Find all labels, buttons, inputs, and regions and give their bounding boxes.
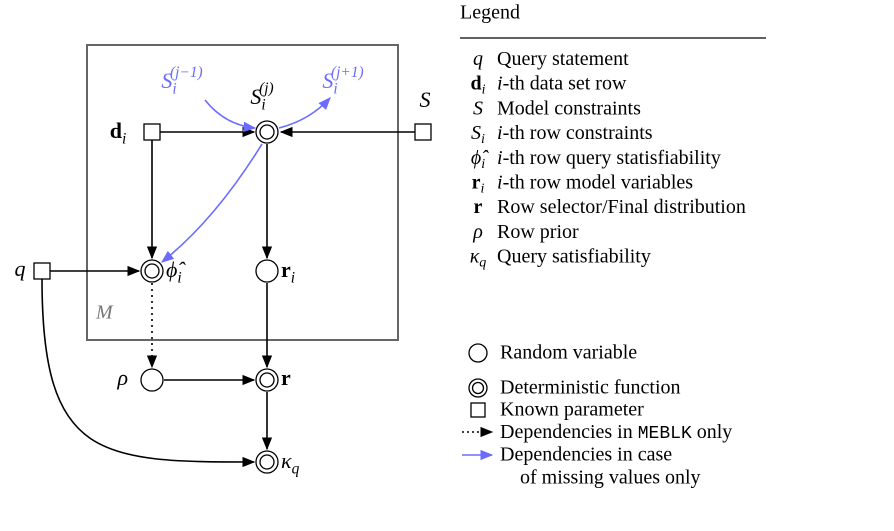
legend-desc: Model constraints xyxy=(497,97,641,119)
math-label: q xyxy=(15,256,26,281)
legend-shape-text: Dependencies in MEBLK only xyxy=(500,421,732,444)
legend-desc: Query satisfiability xyxy=(497,245,651,267)
legend-desc: -th row model variables xyxy=(503,171,694,193)
math-base: S xyxy=(161,68,172,93)
math-label: Si(j+1) xyxy=(322,64,363,98)
math-label: S xyxy=(473,97,483,119)
math-sub: i xyxy=(482,83,486,98)
legend-text: i-th row model variables xyxy=(497,171,693,193)
math-sub: i xyxy=(481,157,485,172)
legend-desc: -th row query statisfiability xyxy=(503,146,721,168)
legend-em: i xyxy=(497,122,503,144)
math-label: ρ xyxy=(472,220,483,242)
math-base: r xyxy=(281,257,291,282)
math-sup: (j+1) xyxy=(331,64,364,81)
math-sub: q xyxy=(292,460,300,477)
legend-text: i-th data set row xyxy=(497,72,627,94)
math-base: κ xyxy=(470,245,480,267)
math-base: ρ xyxy=(116,365,128,390)
legend-text: Query statement xyxy=(497,48,629,70)
math-label: ρ xyxy=(116,365,128,390)
edges xyxy=(41,97,415,468)
math-base: ϕ̂ xyxy=(471,146,489,168)
math-base: S xyxy=(250,84,261,109)
math-base: κ xyxy=(281,448,292,473)
legend-shape-text: of missing values only xyxy=(520,467,701,489)
math-base: d xyxy=(110,118,122,143)
math-label: κq xyxy=(470,245,487,271)
math-label: di xyxy=(470,72,485,98)
legend-text: i-th row constraints xyxy=(497,122,653,144)
legend-title: Legend xyxy=(460,2,520,24)
math-sub: i xyxy=(481,182,485,197)
math-sup: (j) xyxy=(259,80,274,97)
legend-text: i-th row query statisfiability xyxy=(497,146,721,168)
math-label: Si(j−1) xyxy=(161,64,202,98)
math-base: q xyxy=(473,48,483,70)
math-base: ϕ̂ xyxy=(166,257,186,282)
legend-shape-text: Dependencies in case xyxy=(500,444,672,466)
container-box xyxy=(86,44,399,341)
math-label: Si xyxy=(471,122,485,148)
math-base: r xyxy=(281,365,291,390)
legend-desc: -th data set row xyxy=(503,72,627,94)
legend-em: i xyxy=(497,72,503,94)
legend-em: i xyxy=(497,146,503,168)
math-base: S xyxy=(473,97,483,119)
math-sub: i xyxy=(291,269,295,286)
legend-text: Row prior xyxy=(497,220,579,242)
math-base: S xyxy=(420,87,431,112)
legend-part: Dependencies in xyxy=(500,421,638,443)
legend-desc: Row prior xyxy=(497,220,579,242)
math-label: q xyxy=(473,48,483,70)
math-sub: i xyxy=(481,132,485,147)
legend-text: Query satisfiability xyxy=(497,245,651,267)
legend-part: only xyxy=(692,421,733,443)
math-sub: i xyxy=(172,80,176,97)
math-sub: i xyxy=(122,130,126,147)
math-sub: i xyxy=(261,96,265,113)
math-label: r xyxy=(474,196,483,218)
math-base: d xyxy=(470,72,481,94)
math-label: r xyxy=(281,365,291,390)
legend-shape-text: Deterministic function xyxy=(500,377,681,399)
math-base: q xyxy=(15,256,26,281)
legend-em: i xyxy=(497,171,503,193)
container-label: M xyxy=(95,302,114,324)
math-sub: i xyxy=(177,269,181,286)
legend-shapes xyxy=(462,343,494,461)
legend-desc: Row selector/Final distribution xyxy=(497,196,746,218)
math-label: ri xyxy=(472,171,485,197)
math-label: ri xyxy=(281,257,295,286)
math-base: ρ xyxy=(472,220,483,242)
legend-desc: -th row constraints xyxy=(503,122,653,144)
math-sub: i xyxy=(333,80,337,97)
math-base: S xyxy=(471,122,481,144)
math-sub: q xyxy=(479,256,486,271)
math-sup: (j−1) xyxy=(170,64,203,81)
math-label: di xyxy=(110,118,127,147)
math-base: S xyxy=(322,68,333,93)
legend-code: MEBLK xyxy=(638,424,692,444)
math-base: r xyxy=(474,196,483,218)
math-label: ϕ̂i xyxy=(166,257,186,286)
legend-text: Model constraints xyxy=(497,97,641,119)
nodes xyxy=(33,120,432,474)
legend-shape-text: Known parameter xyxy=(500,399,644,421)
legend-desc: Query statement xyxy=(497,48,629,70)
legend-shape-text: Random variable xyxy=(500,342,637,364)
math-label: κq xyxy=(281,448,300,477)
math-label: ϕ̂i xyxy=(471,146,489,172)
math-label: S xyxy=(420,87,431,112)
math-label: Si(j) xyxy=(250,80,273,114)
math-base: r xyxy=(472,171,481,193)
legend-text: Row selector/Final distribution xyxy=(497,196,746,218)
